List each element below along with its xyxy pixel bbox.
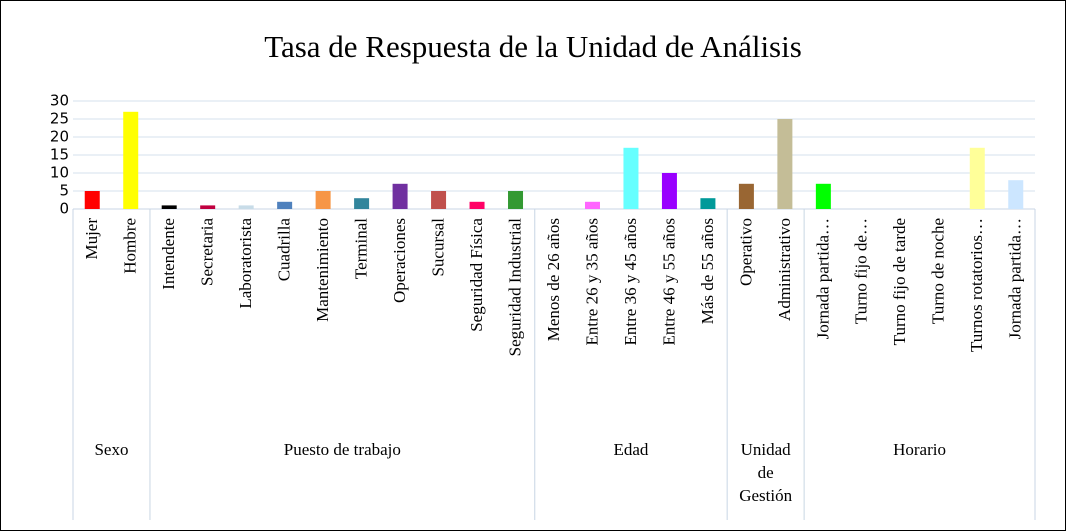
x-tick-label: Turnos rotatorios… bbox=[967, 218, 986, 352]
x-tick-label: Más de 55 años bbox=[698, 218, 717, 324]
chart-title: Tasa de Respuesta de la Unidad de Anális… bbox=[264, 29, 802, 64]
x-tick-label: Entre 26 y 35 años bbox=[582, 218, 601, 345]
x-tick-label: Mujer bbox=[82, 218, 101, 260]
x-tick-label: Operaciones bbox=[390, 218, 409, 303]
group-label: Sexo bbox=[94, 440, 129, 459]
bar bbox=[584, 201, 600, 209]
bar bbox=[777, 119, 793, 209]
x-tick-label: Secretaria bbox=[198, 218, 217, 286]
x-tick-label: Operativo bbox=[736, 218, 755, 286]
group-label: Puesto de trabajo bbox=[283, 440, 401, 459]
bar bbox=[508, 191, 524, 209]
x-tick-label: Turno fijo de… bbox=[852, 218, 871, 324]
x-tick-label: Laboratorista bbox=[236, 218, 255, 309]
bar bbox=[815, 183, 831, 209]
bar bbox=[354, 198, 370, 209]
x-tick-label: Hombre bbox=[121, 218, 140, 274]
bar bbox=[1008, 180, 1024, 209]
group-label: Horario bbox=[893, 440, 946, 459]
x-tick-label: Menos de 26 años bbox=[544, 218, 563, 341]
bar bbox=[84, 191, 100, 209]
group-label: Unidad de Gestión bbox=[739, 440, 793, 505]
x-tick-label: Seguridad Física bbox=[467, 218, 486, 332]
y-tick-label: 25 bbox=[50, 110, 69, 128]
y-tick-label: 20 bbox=[50, 128, 69, 146]
bar bbox=[161, 205, 177, 209]
x-tick-label: Intendente bbox=[159, 218, 178, 290]
bar bbox=[315, 191, 331, 209]
x-tick-label: Administrativo bbox=[775, 218, 794, 321]
bar bbox=[238, 205, 254, 209]
bar bbox=[431, 191, 447, 209]
bar bbox=[392, 183, 408, 209]
bar bbox=[738, 183, 754, 209]
bar bbox=[700, 198, 716, 209]
y-tick-label: 30 bbox=[50, 92, 69, 110]
bar bbox=[969, 147, 985, 209]
x-tick-label: Turno fijo de tarde bbox=[890, 218, 909, 345]
y-tick-label: 10 bbox=[50, 164, 69, 182]
bar bbox=[123, 111, 139, 209]
bar bbox=[469, 201, 485, 209]
y-tick-label: 0 bbox=[59, 200, 69, 218]
x-tick-label: Jornada partida… bbox=[813, 218, 832, 339]
x-tick-label: Mantenimiento bbox=[313, 218, 332, 322]
y-tick-label: 5 bbox=[59, 182, 69, 200]
x-tick-label: Turno de noche bbox=[929, 218, 948, 324]
bar bbox=[661, 173, 677, 209]
bar bbox=[277, 201, 293, 209]
x-tick-label: Jornada partida… bbox=[1006, 218, 1025, 339]
x-tick-label: Entre 36 y 45 años bbox=[621, 218, 640, 345]
group-label: Edad bbox=[613, 440, 649, 459]
y-tick-label: 15 bbox=[50, 146, 69, 164]
x-tick-label: Cuadrilla bbox=[275, 218, 294, 282]
x-tick-label: Sucursal bbox=[428, 218, 447, 277]
x-tick-label: Entre 46 y 55 años bbox=[659, 218, 678, 345]
bar bbox=[200, 205, 216, 209]
x-tick-label: Seguridad Industrial bbox=[505, 218, 524, 357]
x-tick-label: Terminal bbox=[352, 218, 371, 279]
bar bbox=[623, 147, 639, 209]
